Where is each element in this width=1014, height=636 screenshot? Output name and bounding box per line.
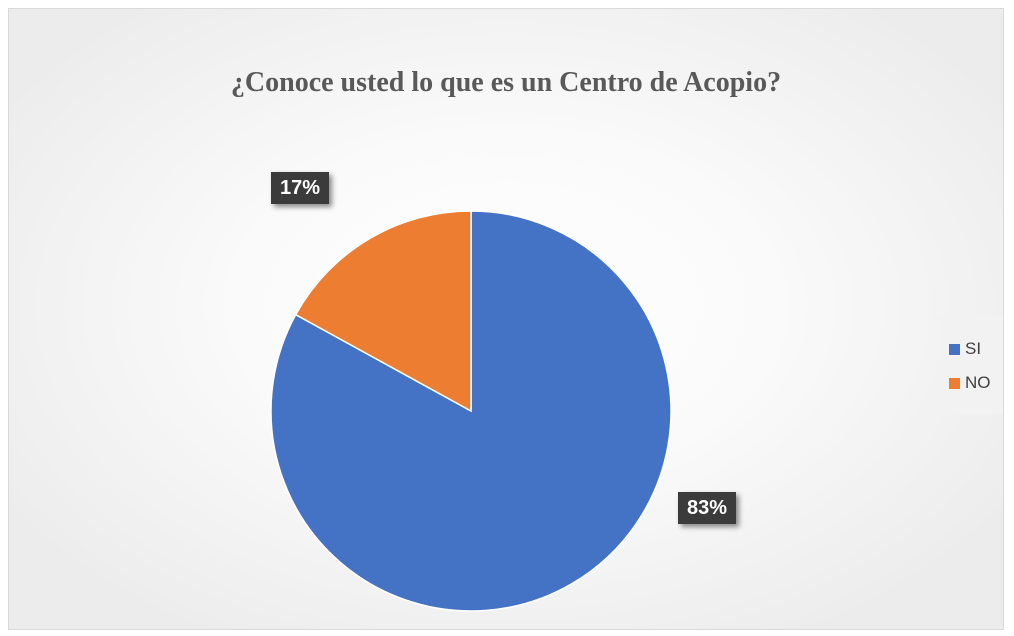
pie-slice-no [294, 210, 472, 413]
data-label-si: 83% [678, 492, 737, 524]
data-label-no: 17% [271, 172, 330, 204]
pie-chart [270, 210, 672, 612]
legend-swatch-no [949, 377, 960, 389]
legend: SI NO [939, 316, 1003, 414]
legend-swatch-si [949, 343, 960, 355]
chart-title: ¿Conoce usted lo que es un Centro de Aco… [230, 67, 782, 98]
legend-label-no: NO [965, 373, 991, 392]
legend-label-si: SI [965, 339, 982, 358]
chart-area: ¿Conoce usted lo que es un Centro de Aco… [8, 8, 1004, 630]
pie-slices [270, 210, 672, 612]
legend-item-si: SI [949, 334, 1003, 364]
legend-item-no: NO [949, 368, 1003, 398]
